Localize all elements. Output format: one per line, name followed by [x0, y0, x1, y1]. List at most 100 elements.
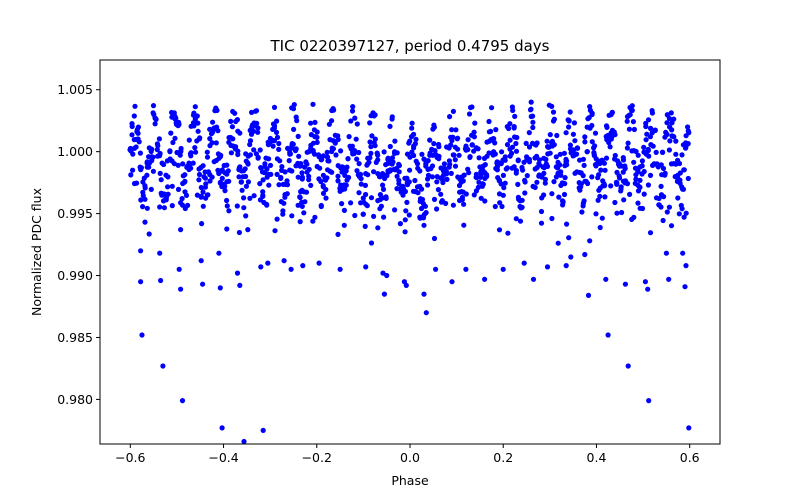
data-point: [374, 150, 380, 156]
data-point: [532, 184, 538, 190]
data-point: [509, 144, 516, 150]
data-point: [205, 192, 211, 198]
data-point: [667, 138, 673, 144]
data-point: [549, 191, 555, 197]
data-point: [241, 438, 247, 445]
data-point: [168, 130, 174, 136]
data-point: [538, 208, 545, 215]
data-point: [130, 167, 136, 173]
data-point: [666, 276, 672, 282]
data-point: [591, 150, 597, 156]
data-point: [372, 112, 378, 118]
data-point: [167, 148, 173, 154]
data-point: [637, 184, 643, 190]
data-point: [619, 209, 625, 216]
data-point: [284, 178, 290, 184]
data-point: [512, 113, 518, 119]
data-point: [237, 130, 243, 136]
data-point: [433, 266, 439, 272]
data-point: [213, 105, 219, 111]
data-point: [530, 113, 536, 119]
data-point: [146, 231, 152, 237]
data-point: [595, 175, 601, 181]
data-point: [354, 156, 360, 162]
data-point: [567, 109, 573, 115]
data-point: [335, 231, 341, 237]
data-point: [308, 182, 314, 188]
data-point: [254, 120, 260, 126]
data-point: [316, 260, 322, 266]
data-point: [192, 104, 198, 110]
data-point: [160, 363, 166, 369]
data-point: [320, 183, 326, 189]
data-point: [419, 186, 425, 192]
data-point: [658, 204, 664, 210]
data-point: [646, 398, 652, 404]
data-point: [371, 169, 377, 175]
data-point: [498, 181, 504, 187]
data-point: [394, 150, 400, 156]
data-point: [409, 120, 415, 126]
data-point: [357, 171, 364, 177]
data-point: [686, 130, 692, 136]
data-point: [631, 126, 638, 133]
data-point: [436, 144, 442, 150]
data-point: [238, 179, 244, 185]
data-point: [482, 198, 488, 204]
data-point: [647, 172, 654, 178]
data-point: [475, 146, 481, 152]
data-point: [209, 140, 215, 146]
data-point: [288, 266, 294, 272]
data-point: [449, 127, 455, 133]
data-point: [681, 214, 687, 220]
data-point: [513, 216, 519, 222]
data-point: [683, 210, 689, 216]
data-point: [436, 156, 442, 162]
data-point: [411, 131, 417, 137]
data-point: [239, 187, 245, 193]
data-point: [350, 104, 356, 110]
data-point: [209, 174, 215, 180]
data-point: [380, 182, 386, 188]
data-point: [289, 213, 295, 219]
data-point: [415, 190, 421, 196]
data-point: [232, 110, 238, 116]
data-point: [568, 254, 574, 260]
data-point: [303, 159, 309, 165]
data-point: [456, 152, 462, 158]
data-point: [290, 141, 296, 147]
data-point: [308, 120, 314, 126]
data-point: [202, 175, 208, 181]
data-point: [142, 196, 148, 202]
data-point: [629, 107, 635, 114]
data-point: [534, 153, 540, 159]
data-point: [447, 114, 453, 120]
data-point: [668, 223, 675, 229]
x-tick-label: −0.4: [208, 450, 238, 465]
data-point: [616, 173, 622, 179]
data-point: [417, 168, 423, 174]
data-point: [188, 165, 194, 171]
data-point: [270, 143, 276, 149]
data-point: [389, 161, 395, 167]
data-point: [139, 332, 145, 338]
data-point: [580, 200, 587, 206]
data-point: [449, 279, 455, 285]
data-point: [646, 153, 652, 159]
data-point: [191, 110, 197, 116]
data-point: [441, 161, 447, 167]
data-point: [476, 155, 482, 161]
data-point: [500, 266, 506, 272]
data-point: [348, 200, 354, 206]
data-point: [507, 137, 513, 143]
y-axis-label: Normalized PDC flux: [29, 188, 44, 316]
data-point: [314, 129, 320, 135]
data-point: [505, 230, 511, 236]
data-point: [683, 263, 689, 269]
data-point: [219, 425, 225, 431]
data-point: [278, 174, 284, 181]
data-point: [526, 130, 532, 136]
data-point: [218, 152, 224, 158]
data-point: [671, 116, 677, 122]
data-point: [478, 174, 484, 180]
